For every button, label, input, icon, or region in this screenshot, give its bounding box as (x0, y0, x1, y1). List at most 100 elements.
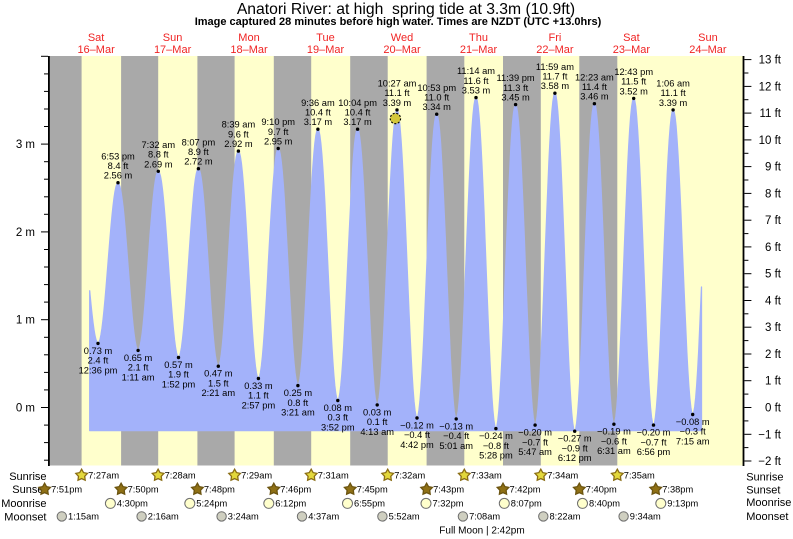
svg-text:0.08 m: 0.08 m (324, 403, 353, 413)
svg-text:10:04 pm: 10:04 pm (338, 98, 377, 108)
svg-text:−0.24 m: −0.24 m (479, 431, 513, 441)
svg-text:7:43pm: 7:43pm (433, 485, 464, 495)
svg-text:5:52am: 5:52am (389, 512, 420, 522)
svg-text:2 ft: 2 ft (765, 349, 782, 361)
svg-text:4 ft: 4 ft (765, 296, 782, 308)
svg-text:1.5 ft: 1.5 ft (208, 378, 229, 388)
svg-text:Tue: Tue (316, 32, 335, 44)
svg-text:7:32 am: 7:32 am (142, 140, 176, 150)
svg-text:8 ft: 8 ft (765, 188, 782, 200)
svg-text:−0.20 m: −0.20 m (518, 428, 552, 438)
svg-text:−0.3 ft: −0.3 ft (680, 427, 707, 437)
svg-text:1:06 am: 1:06 am (656, 79, 690, 89)
svg-text:11.7 ft: 11.7 ft (542, 72, 568, 82)
svg-text:3:24am: 3:24am (228, 512, 259, 522)
svg-text:7:48pm: 7:48pm (204, 485, 235, 495)
svg-text:23–Mar: 23–Mar (613, 44, 651, 56)
svg-text:3.39 m: 3.39 m (659, 98, 688, 108)
svg-text:24–Mar: 24–Mar (689, 44, 727, 56)
svg-text:7 ft: 7 ft (765, 215, 782, 227)
svg-text:12:36 pm: 12:36 pm (79, 365, 118, 375)
svg-text:6:12pm: 6:12pm (275, 499, 306, 509)
svg-text:3.17 m: 3.17 m (304, 117, 333, 127)
svg-text:3.58 m: 3.58 m (541, 81, 570, 91)
svg-text:0.8 ft: 0.8 ft (288, 398, 309, 408)
svg-text:10.4 ft: 10.4 ft (345, 108, 371, 118)
svg-text:1 ft: 1 ft (765, 376, 782, 388)
svg-text:Anatori River: at high spring: Anatori River: at high spring tide at 3.… (237, 1, 575, 18)
svg-text:−0.4 ft: −0.4 ft (404, 430, 431, 440)
svg-text:9:34am: 9:34am (630, 512, 661, 522)
svg-text:8.4 ft: 8.4 ft (108, 161, 129, 171)
svg-text:Sat: Sat (623, 32, 640, 44)
svg-text:0.57 m: 0.57 m (164, 360, 193, 370)
svg-text:7:42pm: 7:42pm (510, 485, 541, 495)
svg-text:8:39 am: 8:39 am (222, 120, 256, 130)
svg-text:11.5 ft: 11.5 ft (621, 77, 647, 87)
svg-text:19–Mar: 19–Mar (307, 44, 345, 56)
svg-text:0.65 m: 0.65 m (124, 353, 153, 363)
svg-text:7:50pm: 7:50pm (128, 485, 159, 495)
svg-text:−0.7 ft: −0.7 ft (640, 437, 667, 447)
svg-text:7:51pm: 7:51pm (51, 485, 82, 495)
svg-text:−0.8 ft: −0.8 ft (483, 441, 510, 451)
svg-text:11:39 pm: 11:39 pm (497, 73, 535, 83)
svg-text:2.1 ft: 2.1 ft (128, 363, 149, 373)
svg-text:9.7 ft: 9.7 ft (268, 127, 289, 137)
svg-text:0 m: 0 m (16, 403, 35, 415)
svg-text:0.33 m: 0.33 m (244, 381, 273, 391)
svg-text:12:23 am: 12:23 am (575, 72, 614, 82)
svg-text:8:07pm: 8:07pm (511, 499, 542, 509)
svg-text:7:38pm: 7:38pm (662, 485, 693, 495)
svg-text:2:21 am: 2:21 am (202, 388, 236, 398)
svg-text:−0.20 m: −0.20 m (637, 428, 671, 438)
svg-text:2.92 m: 2.92 m (224, 139, 253, 149)
svg-text:0.47 m: 0.47 m (204, 369, 233, 379)
svg-text:11.6 ft: 11.6 ft (463, 76, 489, 86)
svg-text:2.56 m: 2.56 m (104, 171, 133, 181)
svg-text:11:59 am: 11:59 am (536, 62, 574, 72)
svg-text:7:45pm: 7:45pm (357, 485, 388, 495)
svg-text:7:32am: 7:32am (394, 471, 425, 481)
svg-text:5:47 am: 5:47 am (518, 447, 552, 457)
svg-text:8:07 pm: 8:07 pm (182, 137, 216, 147)
svg-text:3.52 m: 3.52 m (619, 86, 648, 96)
svg-text:7:33am: 7:33am (471, 471, 502, 481)
svg-text:−0.9 ft: −0.9 ft (562, 443, 589, 453)
svg-text:4:13 am: 4:13 am (360, 427, 394, 437)
svg-text:5:01 am: 5:01 am (439, 441, 473, 451)
svg-text:Sunset: Sunset (746, 484, 780, 496)
svg-text:2.4 ft: 2.4 ft (88, 356, 109, 366)
svg-text:3.34 m: 3.34 m (422, 102, 451, 112)
svg-text:9:13pm: 9:13pm (667, 499, 698, 509)
svg-text:8.8 ft: 8.8 ft (148, 150, 169, 160)
svg-text:−1 ft: −1 ft (758, 429, 782, 441)
svg-text:−0.4 ft: −0.4 ft (443, 431, 470, 441)
svg-text:0.1 ft: 0.1 ft (367, 417, 388, 427)
svg-text:10 ft: 10 ft (759, 135, 782, 147)
svg-text:12:43 pm: 12:43 pm (614, 67, 653, 77)
svg-text:−0.19 m: −0.19 m (597, 427, 631, 437)
svg-text:10:53 pm: 10:53 pm (417, 83, 456, 93)
svg-text:9:36 am: 9:36 am (301, 98, 335, 108)
svg-text:11.0 ft: 11.0 ft (424, 93, 450, 103)
svg-text:Moonset: Moonset (4, 512, 46, 524)
svg-text:5:24pm: 5:24pm (196, 499, 227, 509)
svg-text:7:28am: 7:28am (165, 471, 196, 481)
svg-text:1.1 ft: 1.1 ft (248, 391, 269, 401)
svg-text:5:28 pm: 5:28 pm (479, 451, 513, 461)
svg-text:Sunrise: Sunrise (9, 471, 46, 483)
svg-text:16–Mar: 16–Mar (77, 44, 115, 56)
svg-text:18–Mar: 18–Mar (230, 44, 268, 56)
svg-text:12 ft: 12 ft (759, 81, 782, 93)
svg-text:Moonrise: Moonrise (746, 497, 791, 509)
svg-text:−2 ft: −2 ft (758, 456, 782, 468)
svg-text:6:55pm: 6:55pm (354, 499, 385, 509)
svg-text:22–Mar: 22–Mar (536, 44, 574, 56)
svg-text:7:35am: 7:35am (624, 471, 655, 481)
svg-text:1:52 pm: 1:52 pm (162, 379, 196, 389)
svg-text:Sat: Sat (88, 32, 105, 44)
svg-text:6:12 pm: 6:12 pm (558, 453, 592, 463)
svg-text:6:31 am: 6:31 am (597, 446, 631, 456)
svg-text:5 ft: 5 ft (765, 269, 782, 281)
